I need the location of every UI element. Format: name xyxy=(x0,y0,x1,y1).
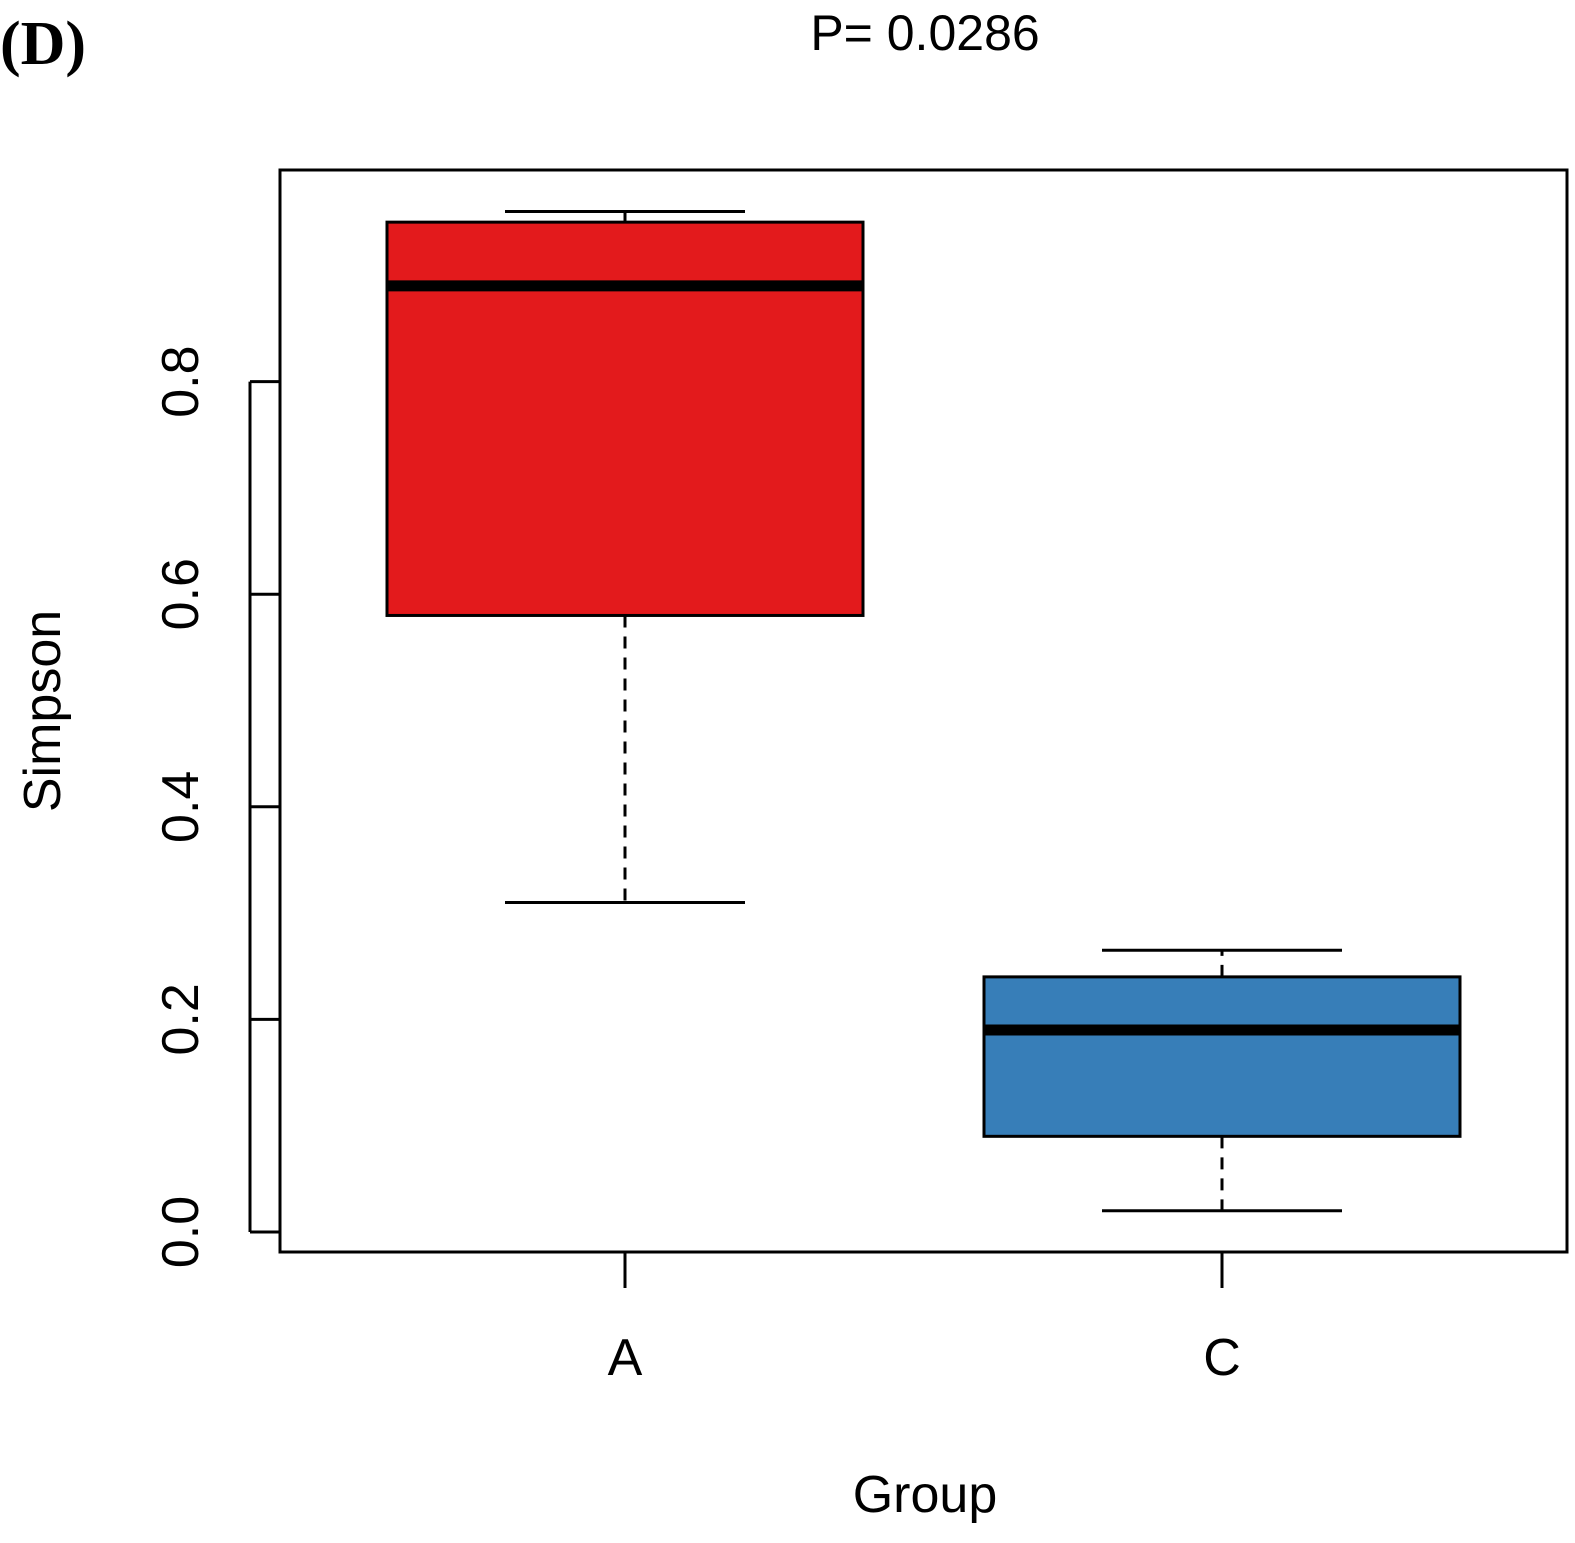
y-tick-label: 0.8 xyxy=(152,345,210,417)
plot-frame xyxy=(278,168,1569,1254)
y-tick-label: 0.2 xyxy=(152,983,210,1055)
box-group-c xyxy=(982,948,1462,1213)
y-tick-label: 0.6 xyxy=(152,558,210,630)
panel-label: (D) xyxy=(0,10,86,78)
y-tick-label: 0.4 xyxy=(152,771,210,843)
y-tick-label: 0.0 xyxy=(152,1196,210,1268)
y-axis-label: Simpson xyxy=(14,610,72,812)
box xyxy=(982,975,1462,1138)
x-tick-label: A xyxy=(608,1329,643,1387)
x-tick-label: C xyxy=(1203,1329,1241,1387)
boxes xyxy=(385,210,1462,1213)
x-axis-label: Group xyxy=(853,1466,998,1524)
y-axis: 0.0 0.2 0.4 0.6 0.8 xyxy=(152,345,280,1268)
box-group-a xyxy=(385,210,865,904)
chart-title: P= 0.0286 xyxy=(810,5,1039,61)
